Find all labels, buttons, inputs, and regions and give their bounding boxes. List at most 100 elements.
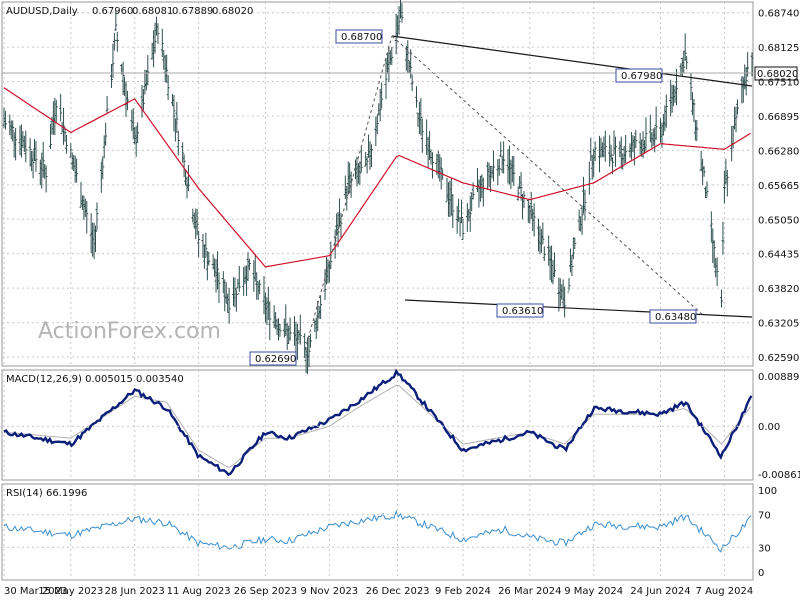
macd-tick-label: 0.008896 [758, 372, 800, 383]
price-bar [101, 156, 105, 180]
price-bar [24, 130, 28, 163]
price-bar [702, 166, 706, 177]
price-bar [298, 314, 302, 345]
price-bar [400, 3, 404, 23]
price-bar [567, 277, 571, 293]
ohlc-low: 0.67889 [172, 6, 213, 17]
x-tick-label: 7 Aug 2024 [696, 586, 754, 597]
price-bar [692, 99, 696, 123]
dashed-line-right [391, 35, 704, 316]
price-bar [516, 186, 520, 201]
moving-average-line [3, 87, 751, 268]
price-bar [75, 158, 79, 183]
y-tick-label: 0.62590 [758, 353, 799, 364]
rsi-tick-label: 30 [758, 543, 771, 554]
y-tick-label: 0.66895 [758, 112, 799, 123]
annotation-april-low-label: 0.63610 [502, 306, 543, 317]
price-bar [339, 212, 343, 238]
price-bar [593, 141, 597, 162]
price-bar [497, 158, 501, 176]
price-bar [204, 232, 208, 257]
price-bar [31, 151, 35, 179]
price-bar [94, 225, 98, 253]
price-bar [369, 144, 373, 167]
price-bar [28, 138, 32, 167]
y-tick-label: 0.65665 [758, 181, 799, 192]
price-bar [319, 295, 323, 320]
price-bar [573, 237, 577, 250]
price-bar [202, 244, 206, 269]
price-bar [141, 89, 145, 111]
price-bar [380, 82, 384, 109]
price-bar [268, 301, 272, 341]
price-bar [247, 258, 251, 271]
price-bar [532, 203, 536, 237]
price-bar [288, 317, 292, 341]
price-bar [3, 110, 7, 130]
ohlc-open: 0.67960 [92, 6, 133, 17]
price-bar [390, 46, 394, 66]
annotation-august-low-label: 0.63480 [655, 312, 696, 323]
rsi-tick-label: 0 [758, 568, 764, 579]
price-bar [451, 194, 455, 228]
price-bar [258, 279, 262, 295]
price-bar [744, 67, 748, 96]
price-bar [419, 98, 423, 136]
price-bar [181, 142, 185, 163]
price-bar [365, 156, 369, 174]
annotation-low: 0.62690 [249, 351, 297, 366]
price-bar [69, 143, 73, 158]
price-bar [750, 52, 754, 77]
price-bar [85, 200, 89, 234]
x-tick-label: 30 Mar 2023 [4, 586, 67, 597]
price-bar [644, 117, 648, 152]
price-bar [233, 277, 237, 308]
price-bar [34, 141, 38, 172]
price-bar [176, 130, 180, 156]
macd-line [3, 368, 753, 477]
price-bar [734, 106, 738, 133]
price-bar [165, 54, 169, 83]
price-bar [542, 246, 546, 261]
price-bar [685, 56, 689, 70]
x-grid [3, 2, 725, 580]
price-bar [491, 150, 495, 182]
price-bar [719, 289, 723, 308]
price-bar [295, 323, 299, 360]
annotation-low-label: 0.62690 [255, 354, 296, 365]
upper-trendline [391, 35, 753, 87]
price-bar [175, 101, 179, 134]
price-bar [14, 127, 18, 161]
current-price-label: 0.68020 [757, 69, 798, 80]
price-bar [384, 58, 388, 99]
price-bar [406, 40, 410, 74]
y-tick-label: 0.63820 [758, 284, 799, 295]
rsi-y-axis: 100 70 30 0 [2, 486, 777, 579]
rsi-line [3, 509, 752, 553]
price-panel-title: AUDUSD,Daily [6, 6, 78, 17]
x-tick-label: 9 May 2024 [564, 586, 623, 597]
price-bar [570, 255, 574, 276]
ohlc-close: 0.68020 [212, 6, 253, 17]
price-bar [44, 165, 48, 193]
rsi-panel [1, 483, 754, 581]
price-bar [683, 33, 687, 61]
ohlc-high: 0.68081 [132, 6, 173, 17]
price-bar [278, 323, 282, 337]
x-tick-label: 15 May 2023 [38, 586, 103, 597]
price-bar [216, 251, 220, 290]
price-bar [712, 240, 716, 268]
price-bar [722, 170, 726, 204]
price-bar [227, 287, 231, 324]
price-bar [552, 252, 556, 277]
price-bar [186, 164, 190, 192]
price-bar [105, 95, 109, 115]
price-bar [156, 23, 160, 44]
dashed-line-left [304, 35, 393, 351]
price-bar [709, 211, 713, 242]
price-bar [349, 171, 353, 198]
current-price-tag: 0.68020 [754, 66, 798, 81]
y-tick-label: 0.64435 [758, 250, 799, 261]
